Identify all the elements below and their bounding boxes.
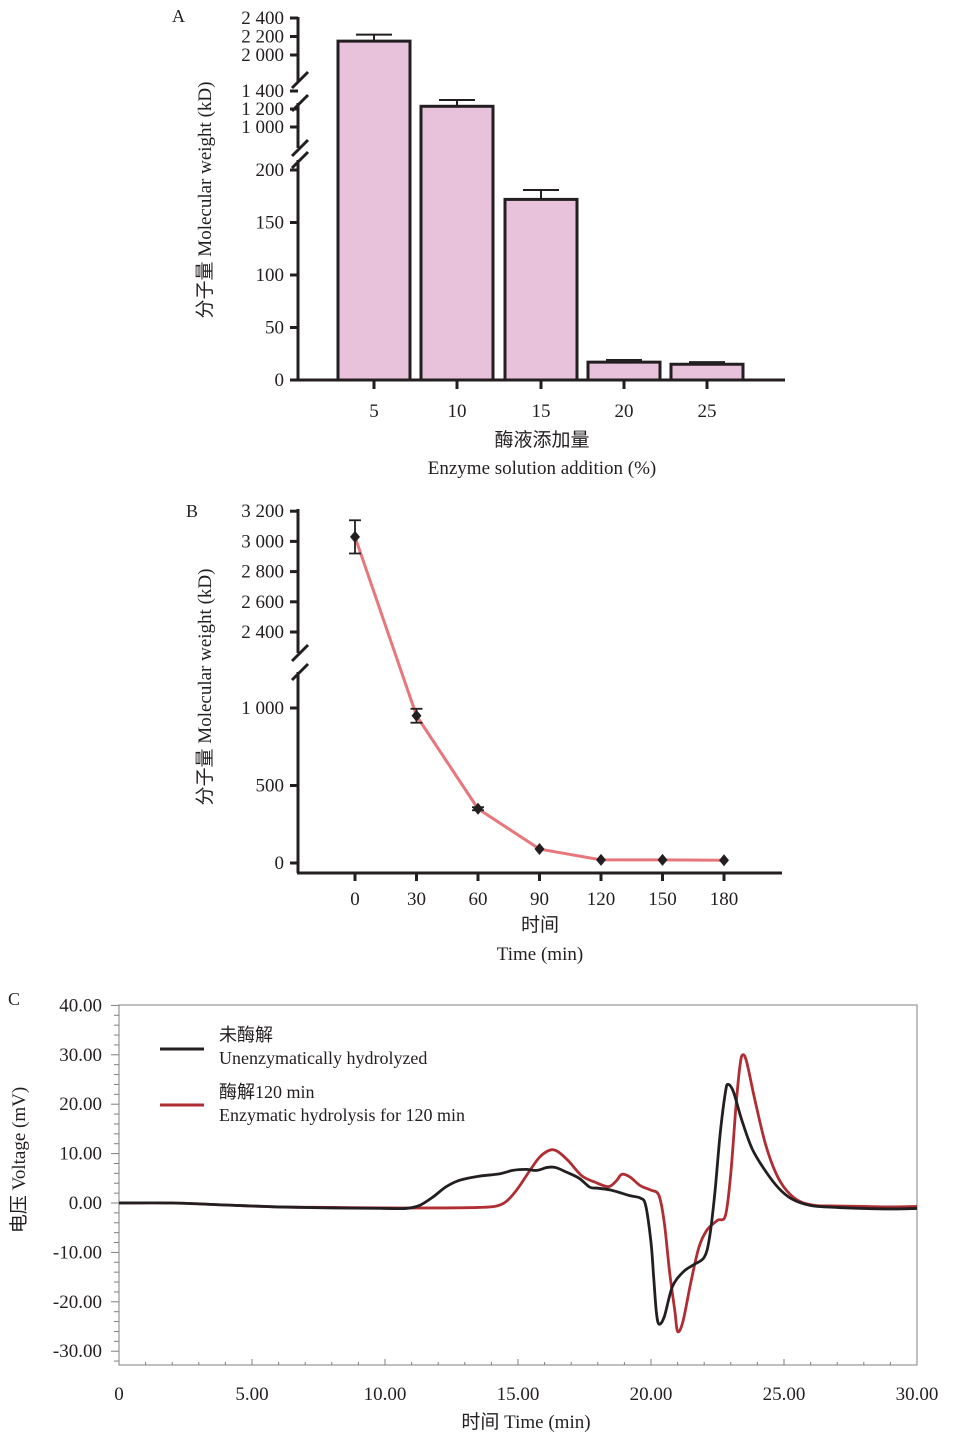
y-tick-label: 3 000 [241,531,284,552]
y-tick-label: 2 600 [241,592,284,613]
y-tick-label: 2 400 [241,8,284,29]
x-tick-label: 180 [710,889,739,910]
x-tick-label: 15.00 [497,1384,540,1405]
panel-a-label: A [172,6,185,26]
bar [503,197,579,382]
y-tick-label: 1 000 [241,698,284,719]
panel-b-series [349,519,729,867]
panel-c-series [118,1053,918,1334]
x-tick-label: 150 [648,889,677,910]
x-tick-label: 5.00 [235,1384,268,1405]
panel-b-x-ticks: 0 30 60 90 120 150 180 [350,873,738,910]
x-tick-label: 120 [587,889,616,910]
panel-b-x-axis-label-cn: 时间 [521,914,559,936]
bar [669,362,745,382]
x-tick-label: 25 [698,401,717,422]
legend-label-enzymatic-cn: 酶解120 min [219,1082,315,1102]
x-tick-label: 10.00 [364,1384,407,1405]
series-line [353,536,725,862]
bar [419,104,495,382]
panel-b-axis-break [290,662,310,682]
data-point-marker [473,802,483,815]
x-tick-label: 20.00 [630,1384,673,1405]
y-tick-label: -10.00 [53,1242,102,1263]
panel-c-label: C [8,989,20,1009]
y-tick-label: 50 [265,318,284,339]
legend-label-enzymatic: Enzymatic hydrolysis for 120 min [219,1105,465,1125]
data-point-marker [657,853,668,866]
panel-a-x-axis-label: Enzyme solution addition (%) [428,458,656,479]
y-tick-label: 1 200 [241,99,284,120]
data-point-marker [534,843,545,856]
y-tick-label: 500 [256,776,285,797]
x-tick-label: 0 [114,1384,124,1405]
panel-b-x-axis-label: Time (min) [497,944,583,965]
y-tick-label: 100 [256,265,285,286]
panel-c: C 电压 Voltage (mV) 40.00 30.00 20.00 10.00 0.… [8,989,938,1433]
x-tick-label: 10 [448,401,467,422]
panel-a-x-axis-label-cn: 酶液添加量 [494,429,589,451]
x-tick-label: 60 [469,889,488,910]
panel-c-plot-frame: 40.00 30.00 20.00 10.00 0.00 -10.00 -20.00 -30.… [53,995,938,1405]
bar [586,360,662,382]
y-tick-label: -20.00 [53,1292,102,1313]
data-point-marker [719,854,729,867]
data-point-marker [596,853,606,866]
legend-label-unenzymatic-cn: 未酶解 [219,1025,273,1045]
y-tick-label: 2 800 [241,562,284,583]
panel-b-axis-break [290,643,310,663]
y-tick-label: 1 000 [241,117,284,138]
panel-b: B 分子量 Molecular weight (kD) 0 500 1 000 2 4… [186,501,782,965]
y-tick-label: 40.00 [59,995,102,1016]
panel-c-x-axis-label: 时间 Time (min) [461,1411,590,1433]
y-tick-label: 2 400 [241,622,284,643]
y-tick-label: -30.00 [53,1341,102,1362]
y-tick-label: 10.00 [59,1144,102,1165]
series-line-unenzymatic [118,1083,918,1326]
panel-a-x-ticks: 5 10 15 20 25 [369,380,717,422]
data-point-marker [411,709,422,722]
y-tick-label: 2 000 [241,45,284,66]
panel-c-legend: 未酶解 Unenzymatically hydrolyzed 酶解120 min… [160,1025,465,1125]
x-tick-label: 30 [407,889,426,910]
x-tick-label: 5 [369,401,379,422]
panel-a-y-axis-label: 分子量 Molecular weight (kD) [194,82,216,319]
panel-a-axis-break [290,70,310,90]
y-tick-label: 2 200 [241,27,284,48]
y-tick-label: 200 [256,160,285,181]
y-tick-label: 20.00 [59,1094,102,1115]
panel-a-bars [336,33,745,382]
panel-b-label: B [186,501,198,521]
y-tick-label: 1 400 [241,81,284,102]
y-tick-label: 3 200 [241,501,284,522]
x-tick-label: 25.00 [763,1384,806,1405]
y-tick-label: 30.00 [59,1045,102,1066]
data-point-marker [350,530,360,543]
y-tick-label: 0.00 [69,1193,102,1214]
y-tick-label: 0 [275,370,285,391]
y-tick-label: 150 [256,213,285,234]
panel-a-axis-break [290,150,310,170]
panel-a-axis-break [290,138,310,158]
panel-b-y-axis: 0 500 1 000 2 400 2 600 2 800 3 000 3 200 [241,501,782,875]
x-tick-label: 30.00 [896,1384,939,1405]
x-tick-label: 20 [615,401,634,422]
panel-a: A 分子量 Molecular weight (kD) 050100150200… [172,6,785,479]
x-tick-label: 15 [532,401,551,422]
panel-b-y-axis-label: 分子量 Molecular weight (kD) [194,569,216,806]
legend-label-unenzymatic: Unenzymatically hydrolyzed [219,1048,427,1068]
bar [336,39,412,382]
y-tick-label: 0 [275,853,285,874]
x-tick-label: 90 [530,889,549,910]
x-tick-label: 0 [350,889,360,910]
panel-c-y-axis-label: 电压 Voltage (mV) [8,1087,30,1233]
series-line-enzymatic [118,1053,918,1334]
